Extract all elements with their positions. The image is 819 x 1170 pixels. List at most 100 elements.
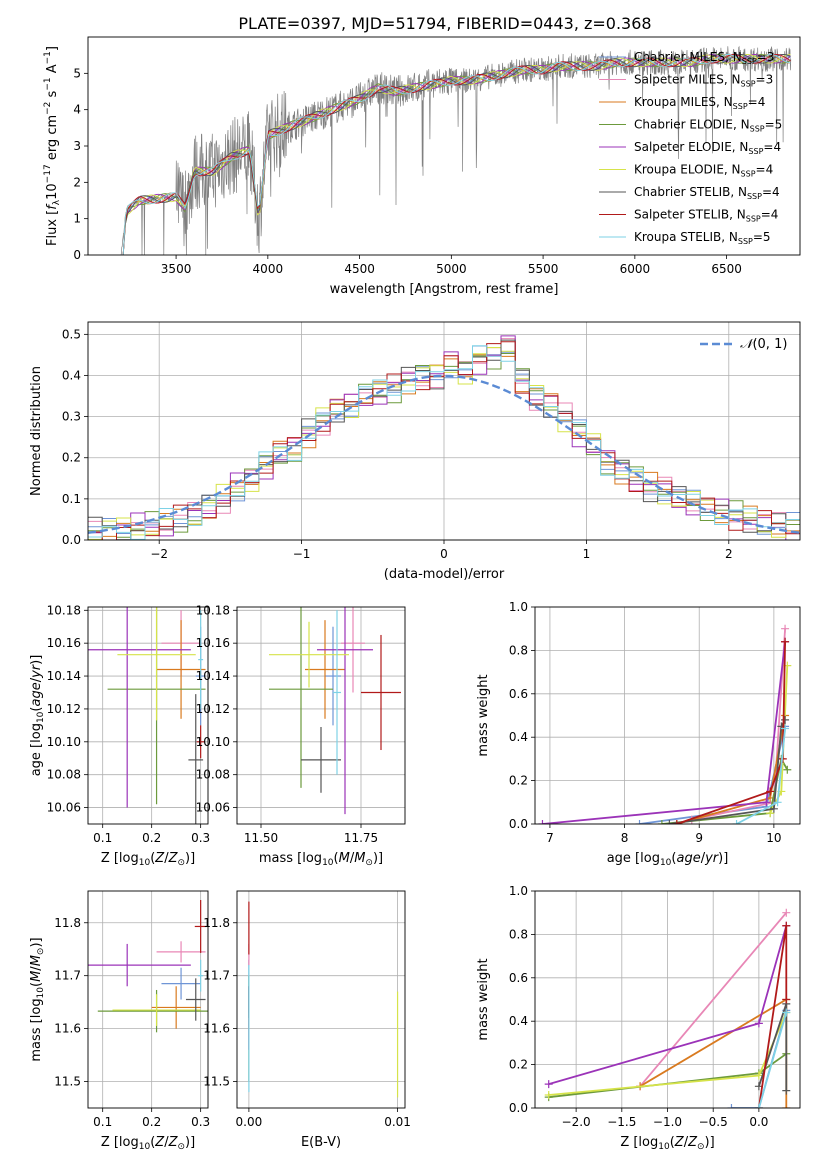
mass-weight-marker (781, 637, 790, 646)
panel-residual-histogram: −2 −1 0 1 2 0.0 0.1 0.2 0.3 0.4 0.5 (data-model)/er… (29, 321, 801, 582)
y-tick-label: 0.1 (62, 492, 81, 506)
y-tick-label: 10.10 (196, 735, 230, 749)
y-tick-label: 0.0 (62, 533, 81, 547)
x-axis-label: mass [log10(M/M⊙)] (259, 851, 383, 868)
x-tick-label: 7 (546, 831, 554, 845)
legend-label: Kroupa MILES, NSSP=4 (634, 95, 765, 111)
figure-title: PLATE=0397, MJD=51794, FIBERID=0443, z=0… (238, 14, 651, 33)
y-axis-label: mass weight (476, 674, 491, 756)
x-axis-label: E(B-V) (301, 1135, 341, 1150)
x-tick-label: 4000 (253, 262, 284, 276)
y-tick-label: 10.14 (196, 669, 230, 683)
y-tick-label: 10.12 (47, 702, 81, 716)
x-axis-label: Z [log10(Z/Z⊙)] (620, 1135, 714, 1152)
y-axis-label: Normed distribution (29, 366, 44, 496)
legend-label: Chabrier ELODIE, NSSP=5 (634, 118, 782, 134)
model-spectrum-line (121, 54, 791, 255)
x-tick-label: −1.0 (653, 1115, 682, 1129)
plot-area (538, 624, 792, 824)
x-tick-label: −1 (293, 547, 311, 561)
residual-histogram-step (88, 341, 800, 540)
mass-weight-marker (769, 804, 778, 813)
y-tick-label: 0.2 (509, 774, 528, 788)
mass-weight-marker (781, 724, 790, 733)
plot-area (269, 607, 401, 815)
axes-frame (87, 36, 801, 256)
mass-weight-line (676, 641, 786, 824)
legend-label: Chabrier STELIB, NSSP=4 (634, 185, 780, 201)
x-tick-label: 9 (695, 831, 703, 845)
x-tick-label: 0.2 (142, 1115, 161, 1129)
legend-label: Chabrier MILES, NSSP=3 (634, 50, 774, 66)
y-tick-label: 0.6 (509, 687, 528, 701)
plot-area (88, 335, 800, 540)
y-tick-label: 0.4 (509, 730, 528, 744)
y-tick-label: 10.10 (47, 735, 81, 749)
mass-weight-marker (782, 1008, 791, 1017)
panel-mass-vs-Z: 0.1 0.2 0.3 11.5 11.6 11.7 11.8 Z [log10(Z/Z⊙)]… (29, 890, 210, 1152)
mass-weight-marker (782, 995, 791, 1004)
y-tick-label: 10.12 (196, 702, 230, 716)
x-tick-label: 2 (725, 547, 733, 561)
x-axis-label: Z [log10(Z/Z⊙)] (101, 851, 195, 868)
y-tick-label: 10.18 (196, 603, 230, 617)
mass-weight-marker (783, 765, 792, 774)
x-tick-label: 0 (440, 547, 448, 561)
x-tick-label: −2.0 (562, 1115, 591, 1129)
legend-label: Salpeter MILES, NSSP=3 (634, 73, 773, 89)
y-tick-label: 10.06 (47, 801, 81, 815)
model-spectrum-line (121, 54, 791, 255)
mass-weight-line (542, 641, 786, 824)
y-tick-label: 11.5 (54, 1075, 81, 1089)
axes-frame (87, 890, 209, 1109)
plot-area (248, 901, 399, 1098)
y-tick-label: 10.16 (196, 636, 230, 650)
x-axis-label: (data-model)/error (384, 567, 505, 582)
axes-frame (87, 606, 209, 825)
y-tick-label: 0.6 (509, 971, 528, 985)
panel-mass-vs-ebv: 0.00 0.01 11.5 11.6 11.7 11.8 E(B-V) (203, 890, 411, 1150)
observed-spectrum-line (120, 45, 792, 255)
y-tick-label: 0.4 (509, 1014, 528, 1028)
y-tick-label: 4 (73, 103, 81, 117)
y-tick-label: 0.4 (62, 368, 81, 382)
mass-weight-marker (635, 820, 644, 824)
x-axis-label: Z [log10(Z/Z⊙)] (101, 1135, 195, 1152)
plot-area (88, 607, 206, 824)
y-tick-label: 10.08 (196, 768, 230, 782)
y-tick-label: 3 (73, 139, 81, 153)
normal-distribution-curve (88, 374, 800, 534)
mass-weight-marker (773, 798, 782, 807)
x-tick-label: 6000 (620, 262, 651, 276)
legend-label: Kroupa STELIB, NSSP=5 (634, 230, 771, 246)
y-tick-label: 0.2 (509, 1058, 528, 1072)
x-tick-label: 0.1 (93, 1115, 112, 1129)
y-axis-label: mass weight (476, 958, 491, 1040)
y-tick-label: 1 (73, 212, 81, 226)
y-tick-label: 11.6 (203, 1022, 230, 1036)
y-axis-label: mass [log10(M/M⊙)] (29, 937, 46, 1061)
x-tick-label: 4500 (344, 262, 375, 276)
mass-weight-marker (732, 820, 741, 824)
panel-age-vs-mass: 11.50 11.75 10.06 10.08 10.10 10.12 10.14 10.16… (196, 603, 406, 868)
axes-frame (236, 890, 406, 1109)
y-tick-label: 0.8 (509, 643, 528, 657)
x-tick-label: 3500 (161, 262, 192, 276)
x-tick-label: 0.3 (191, 831, 210, 845)
x-tick-label: 10 (766, 831, 781, 845)
x-tick-label: 0.2 (142, 831, 161, 845)
y-tick-label: 1.0 (509, 600, 528, 614)
x-tick-label: 1 (583, 547, 591, 561)
legend-label: Salpeter ELODIE, NSSP=4 (634, 140, 781, 156)
x-tick-label: 5000 (436, 262, 467, 276)
mass-weight-marker (754, 1104, 763, 1108)
x-tick-label: −1.5 (607, 1115, 636, 1129)
axes-frame (87, 321, 801, 541)
panel-spectrum: 3500 4000 4500 5000 5500 6000 6500 0 1 2 3 4 5 wavele… (43, 36, 801, 297)
y-tick-label: 0.0 (509, 1101, 528, 1115)
x-tick-label: 8 (621, 831, 629, 845)
mass-weight-marker (754, 1071, 763, 1080)
y-tick-label: 10.08 (47, 768, 81, 782)
mass-weight-marker (544, 1080, 553, 1089)
